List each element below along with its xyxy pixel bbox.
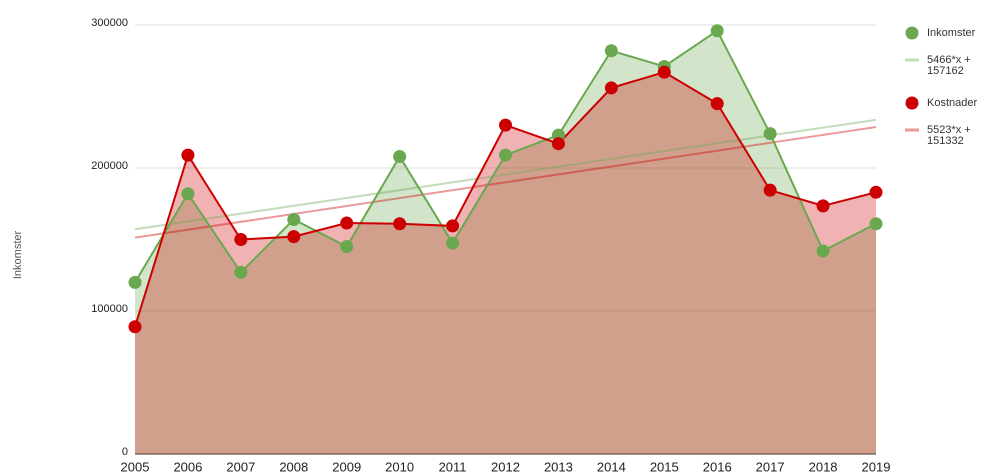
point: [128, 275, 142, 289]
y-tick-label: 100000: [91, 303, 128, 315]
trendline: [134, 126, 877, 239]
x-tick-label: 2014: [597, 459, 626, 474]
x-tick-label: 2006: [173, 459, 202, 474]
y-tick-label: 300000: [91, 17, 128, 29]
x-tick-label: 2015: [650, 459, 679, 474]
legend-label: Inkomster: [927, 27, 976, 39]
trendline: [134, 118, 877, 231]
point: [340, 216, 354, 230]
legend-trend-label: 5466*x +157162: [927, 54, 971, 77]
legend-marker: [905, 96, 919, 110]
x-tick-label: 2008: [279, 459, 308, 474]
point: [604, 81, 618, 95]
legend-label: Kostnader: [927, 97, 977, 109]
y-tick-label: 0: [122, 446, 128, 458]
point: [763, 127, 777, 141]
legend-trend-label-line: 157162: [927, 65, 964, 77]
x-tick-label: 2019: [862, 459, 891, 474]
point: [499, 148, 512, 162]
point: [340, 240, 354, 254]
point: [763, 183, 777, 197]
point: [287, 212, 301, 226]
legend-marker: [905, 26, 919, 40]
point: [234, 265, 248, 279]
point: [816, 244, 830, 258]
point: [816, 199, 830, 213]
y-tick-label: 200000: [91, 160, 128, 172]
x-tick-label: 2017: [756, 459, 785, 474]
point: [604, 44, 618, 58]
point: [393, 217, 407, 231]
point: [393, 150, 407, 164]
legend-trend-label-line: 5466*x +: [927, 54, 971, 66]
area: [135, 72, 876, 454]
point: [710, 97, 724, 111]
x-tick-label: 2009: [332, 459, 361, 474]
point: [446, 236, 460, 250]
legend-trend-label-line: 5523*x +: [927, 124, 971, 136]
y-axis-title: Inkomster: [12, 231, 24, 280]
point: [234, 233, 248, 246]
point: [287, 230, 301, 244]
point: [446, 219, 460, 233]
point: [657, 65, 671, 79]
legend-trend-label: 5523*x +151332: [927, 124, 971, 147]
point: [499, 118, 512, 132]
x-tick-label: 2012: [491, 459, 520, 474]
x-tick-label: 2013: [544, 459, 573, 474]
area: [135, 30, 876, 454]
point: [181, 187, 195, 201]
point: [710, 24, 724, 38]
point: [551, 137, 565, 151]
x-tick-label: 2010: [385, 459, 414, 474]
point: [128, 320, 142, 334]
point: [869, 217, 883, 231]
point: [181, 148, 195, 162]
legend-trend-label-line: 151332: [927, 135, 964, 147]
point: [869, 185, 883, 199]
x-tick-label: 2011: [439, 459, 467, 474]
x-tick-label: 2016: [703, 459, 732, 474]
x-tick-label: 2018: [809, 459, 838, 474]
x-tick-label: 2007: [226, 459, 255, 474]
x-tick-label: 2005: [121, 459, 150, 474]
